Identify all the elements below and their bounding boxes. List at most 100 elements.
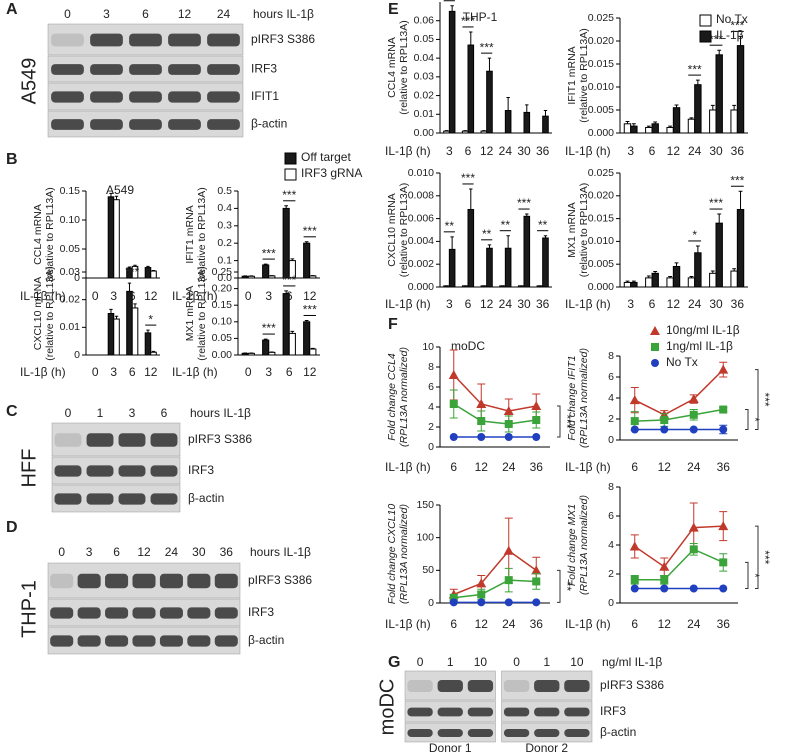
blot-band <box>90 91 123 103</box>
error-bar <box>506 96 510 111</box>
x-tick-label: 30 <box>709 297 723 311</box>
blot-band <box>118 465 146 477</box>
bar <box>131 307 139 356</box>
x-tick-label: 36 <box>530 617 544 631</box>
bar <box>666 126 674 134</box>
y-tick-label: 0 <box>74 349 80 361</box>
y-tick-label: 4 <box>608 539 614 551</box>
blot-band <box>51 64 84 75</box>
x-tick-label: 12 <box>658 617 672 631</box>
y-tick-label: 2 <box>428 421 434 433</box>
y-tick-label: 4 <box>428 401 434 413</box>
significance: * <box>692 228 697 242</box>
significance: ** <box>538 218 548 232</box>
cell-label: THP-1 <box>18 580 40 638</box>
blot-band <box>90 33 123 47</box>
y-axis-label: (RPL13A normalized) <box>578 348 590 448</box>
marker <box>660 425 669 434</box>
error-bar <box>109 308 113 314</box>
marker <box>532 433 541 441</box>
y-axis-label: (relative to RPL13A) <box>196 266 208 361</box>
blot-band <box>105 635 129 647</box>
x-tick-label: 12 <box>303 289 317 303</box>
bar <box>666 277 674 288</box>
bracket <box>755 369 759 430</box>
x-tick-label: 30 <box>517 144 531 158</box>
blot-band <box>50 635 74 647</box>
chart-title: A549 <box>106 183 134 197</box>
y-axis-label: CCL4 mRNA <box>32 204 44 265</box>
y-tick-label: 0.0 <box>217 272 232 284</box>
marker <box>532 598 541 607</box>
x-tick-label: 6 <box>129 365 136 379</box>
marker <box>688 394 699 404</box>
series-line <box>453 403 537 425</box>
marker <box>689 425 698 434</box>
lane-unit: hours IL-1β <box>253 7 314 21</box>
y-axis-label: IFIT1 mRNA <box>566 46 578 104</box>
y-tick-label: 0.005 <box>588 104 614 116</box>
lane-label: 0 <box>417 655 424 669</box>
blot-band <box>77 607 101 619</box>
marker <box>477 433 486 441</box>
y-tick-label: 0.03 <box>414 71 435 83</box>
row-label: β-actin <box>251 117 287 131</box>
x-tick-label: 12 <box>144 289 158 303</box>
cell-label: A549 <box>18 58 40 105</box>
marker <box>660 584 669 593</box>
y-tick-label: 0.15 <box>212 299 233 311</box>
x-tick-label: 3 <box>265 365 272 379</box>
significance: *** <box>517 196 531 210</box>
bar <box>736 45 745 134</box>
x-tick-label: 24 <box>688 297 702 311</box>
lane-label: 0 <box>64 7 71 21</box>
y-tick-label: 0.000 <box>408 281 434 293</box>
lane-label: 12 <box>137 545 151 559</box>
y-tick-label: 0.010 <box>588 81 614 93</box>
marker <box>449 598 458 607</box>
blot-band <box>168 33 201 47</box>
blot-band <box>503 729 530 737</box>
error-bar <box>525 213 529 217</box>
blot-band <box>54 493 82 505</box>
bar <box>268 275 276 279</box>
y-tick-label: 0 <box>428 597 434 609</box>
x-tick-label: 3 <box>627 297 634 311</box>
significance: *** <box>461 171 475 185</box>
blot-band <box>132 607 156 619</box>
marker <box>660 416 669 425</box>
y-tick-label: 0 <box>74 272 80 284</box>
blot-band <box>50 607 74 619</box>
marker <box>503 545 514 555</box>
y-axis-label: (relative to RPL13A) <box>44 187 56 282</box>
marker <box>689 545 698 554</box>
x-tick-label: 12 <box>667 144 681 158</box>
bar <box>523 111 531 134</box>
y-tick-label: 0.008 <box>408 190 434 202</box>
bar <box>126 290 133 356</box>
x-tick-label: 6 <box>465 297 472 311</box>
marker <box>531 565 542 575</box>
bar <box>687 118 696 134</box>
significance: *** <box>730 19 744 33</box>
bar <box>461 130 469 134</box>
blot-band <box>564 707 590 717</box>
marker <box>629 541 640 551</box>
y-axis-label: (relative to RPL13A) <box>578 183 590 278</box>
marker <box>630 417 639 426</box>
blot-band <box>50 573 74 589</box>
blot-band <box>150 493 178 505</box>
y-axis-label: (RPL13A normalized) <box>578 495 590 595</box>
bar <box>687 277 696 288</box>
error-bar <box>284 290 289 294</box>
blot-band <box>54 465 82 477</box>
bar <box>113 199 120 279</box>
bar <box>623 123 632 134</box>
blot-band <box>534 680 560 692</box>
marker <box>477 417 486 425</box>
marker <box>504 576 513 585</box>
x-tick-label: 24 <box>499 144 513 158</box>
bar <box>542 115 549 134</box>
